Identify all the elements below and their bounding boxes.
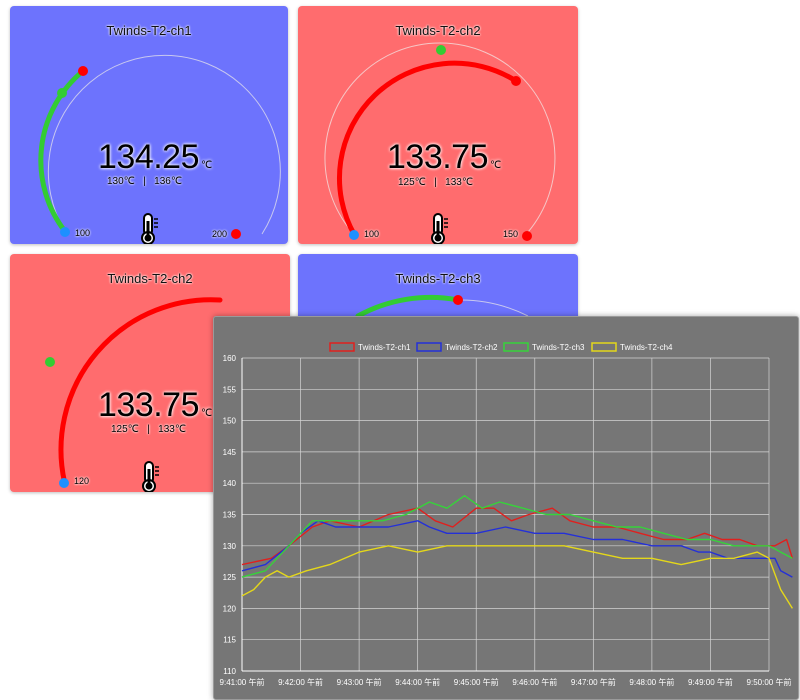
gauge-track xyxy=(457,299,529,317)
gauge-max-label: 150 xyxy=(503,229,519,239)
y-tick-label: 115 xyxy=(223,636,236,645)
y-tick-label: 130 xyxy=(223,542,237,551)
gauge-min-marker xyxy=(59,478,69,488)
y-tick-label: 145 xyxy=(223,448,237,457)
x-tick-label: 9:45:00 午前 xyxy=(454,677,499,687)
series-line xyxy=(241,520,793,578)
gauge-track xyxy=(324,42,556,237)
legend-swatch xyxy=(416,342,442,352)
gauge-title: Twinds-T2-ch2 xyxy=(107,271,193,286)
gauge-range: 130℃ | 136℃ xyxy=(107,176,183,187)
y-tick-label: 135 xyxy=(223,511,237,520)
legend-swatch xyxy=(329,342,355,352)
gauge-progress-arc xyxy=(58,297,223,485)
gauge-title: Twinds-T2-ch2 xyxy=(395,23,481,38)
gauge-range: 125℃ | 133℃ xyxy=(111,424,187,435)
gauge-range: 125℃ | 133℃ xyxy=(398,177,474,188)
gauge-max-marker xyxy=(522,231,532,241)
gauge-dial xyxy=(324,42,556,241)
gauge-min-label: 120 xyxy=(74,476,90,486)
gauge-value: 134.25 ℃ xyxy=(98,138,212,176)
legend-label: Twinds-T2-ch2 xyxy=(445,343,498,352)
gauge-max-label: 200 xyxy=(212,229,228,239)
x-tick-label: 9:43:00 午前 xyxy=(337,677,382,687)
gauge-value-marker xyxy=(57,88,67,98)
legend-label: Twinds-T2-ch1 xyxy=(358,343,411,352)
legend-swatch xyxy=(503,342,529,352)
x-tick-label: 9:49:00 午前 xyxy=(688,677,733,687)
gauge-min-marker xyxy=(349,230,359,240)
y-tick-label: 110 xyxy=(223,667,236,676)
gauge-dial xyxy=(355,294,529,319)
x-tick-label: 9:48:00 午前 xyxy=(629,677,674,687)
y-tick-label: 120 xyxy=(223,604,237,613)
temperature-chart-panel: 110 115 120 125 130 135 140 145 150 155 160 9:41:00… xyxy=(213,316,799,700)
gauge-min-label: 100 xyxy=(75,228,91,238)
gauge-limit-marker xyxy=(511,76,521,86)
gauge-max-marker xyxy=(231,229,241,239)
gauge-card-ch1[interactable]: Twinds-T2-ch1 134.25 ℃ 130℃ | 136℃ 100 20… xyxy=(10,6,288,244)
thermometer-icon xyxy=(431,213,448,244)
gauge-card-ch2[interactable]: Twinds-T2-ch2 133.75 ℃ 125℃ | 133℃ 100 15… xyxy=(298,6,578,244)
gauge-limit-marker xyxy=(453,295,463,305)
x-tick-label: 9:42:00 午前 xyxy=(278,677,323,687)
temperature-line-chart: 110 115 120 125 130 135 140 145 150 155 160 9:41:00… xyxy=(220,342,794,687)
x-tick-label: 9:44:00 午前 xyxy=(395,677,440,687)
gauge-dial xyxy=(45,297,223,488)
y-tick-label: 155 xyxy=(223,385,237,394)
series-line xyxy=(241,494,793,578)
y-tick-label: 140 xyxy=(223,479,237,488)
gauge-value: 133.75 ℃ xyxy=(387,138,501,176)
y-tick-label: 125 xyxy=(223,573,237,582)
gauge-min-label: 100 xyxy=(364,229,380,239)
y-tick-label: 150 xyxy=(223,417,237,426)
gauge-progress-arc xyxy=(355,294,461,319)
x-tick-label: 9:50:00 午前 xyxy=(747,677,792,687)
legend-label: Twinds-T2-ch3 xyxy=(532,343,585,352)
series-line xyxy=(241,507,794,566)
gauge-dial xyxy=(38,54,281,239)
gauge-title: Twinds-T2-ch1 xyxy=(106,23,192,38)
thermometer-icon xyxy=(142,461,159,492)
gauge-title: Twinds-T2-ch3 xyxy=(395,271,481,286)
gauge-progress-arc xyxy=(336,60,519,238)
x-tick-label: 9:41:00 午前 xyxy=(220,677,265,687)
legend-label: Twinds-T2-ch4 xyxy=(620,343,673,352)
series-line xyxy=(241,545,793,609)
gauge-value-marker xyxy=(436,45,446,55)
x-tick-label: 9:47:00 午前 xyxy=(571,677,616,687)
gauge-limit-marker xyxy=(78,66,88,76)
gauge-min-marker xyxy=(60,227,70,237)
y-tick-label: 160 xyxy=(223,354,237,363)
x-tick-label: 9:46:00 午前 xyxy=(512,677,557,687)
gauge-progress-arc xyxy=(38,68,86,235)
thermometer-icon xyxy=(141,213,158,244)
legend-swatch xyxy=(591,342,617,352)
gauge-value: 133.75 ℃ xyxy=(98,386,212,424)
gauge-value-marker xyxy=(45,357,55,367)
gauge-track xyxy=(47,54,281,235)
